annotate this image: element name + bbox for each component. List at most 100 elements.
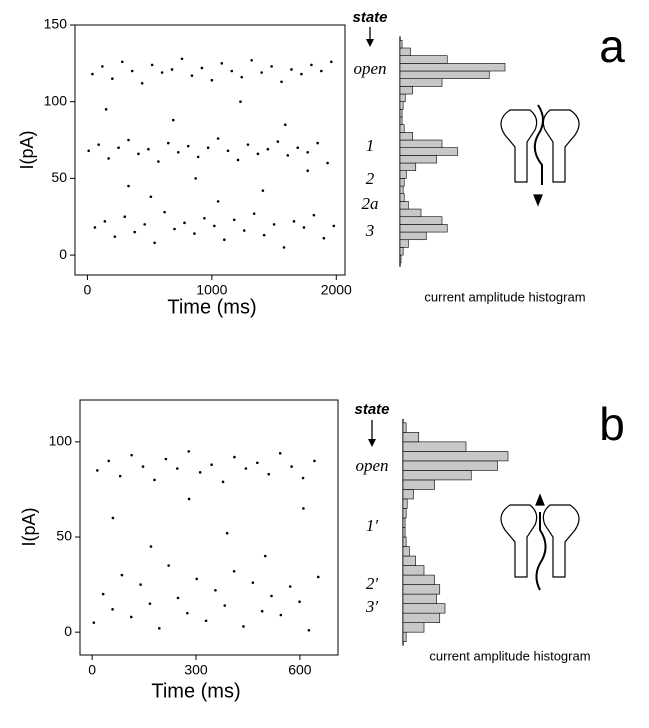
data-point — [87, 149, 90, 153]
data-point — [216, 137, 220, 140]
data-point — [206, 146, 210, 149]
histogram-bar — [399, 170, 407, 179]
histogram-bar — [399, 147, 459, 156]
x-tick-label: 300 — [184, 662, 208, 678]
histogram-bar — [399, 63, 506, 72]
state-label: 3 — [365, 221, 375, 240]
x-axis-label: Time (ms) — [151, 680, 240, 702]
data-point — [213, 224, 216, 228]
data-point — [279, 613, 283, 617]
state-label: 1′ — [366, 516, 379, 535]
data-point — [322, 236, 326, 240]
data-point — [242, 625, 245, 628]
x-tick-label: 0 — [84, 282, 92, 298]
data-point — [270, 594, 273, 598]
histogram-bar — [399, 254, 402, 264]
data-point — [196, 155, 200, 159]
data-point — [107, 459, 111, 463]
data-point — [306, 169, 309, 173]
data-point — [173, 227, 176, 231]
data-point — [186, 144, 190, 148]
data-point — [93, 226, 97, 229]
data-point — [256, 461, 259, 465]
data-point — [280, 80, 283, 84]
data-point — [103, 220, 107, 223]
data-point — [203, 216, 206, 220]
y-axis-label: I(pA) — [19, 507, 39, 546]
data-point — [326, 161, 329, 165]
data-point — [180, 57, 184, 61]
data-point — [139, 583, 142, 586]
data-point — [204, 619, 208, 623]
data-point — [123, 215, 127, 219]
y-tick-label: 0 — [64, 623, 72, 639]
data-point — [250, 58, 253, 62]
data-point — [91, 72, 94, 76]
x-tick-label: 600 — [288, 662, 312, 678]
histogram-bar — [402, 451, 509, 462]
data-point — [164, 457, 168, 461]
histogram-bar — [399, 239, 409, 248]
data-point — [260, 609, 264, 613]
histogram-bar — [402, 479, 435, 490]
data-point — [290, 465, 293, 468]
histogram-bar — [402, 527, 406, 538]
data-point — [262, 233, 266, 237]
data-point — [193, 232, 196, 235]
data-point — [183, 221, 186, 225]
y-tick-label: 100 — [44, 92, 68, 108]
data-point — [302, 226, 306, 229]
data-point — [101, 592, 105, 596]
data-point — [292, 220, 296, 223]
histogram-bar — [402, 441, 467, 452]
data-point — [170, 68, 174, 71]
histogram-bar — [399, 78, 443, 87]
histogram-bar — [402, 546, 410, 557]
histogram-caption: current amplitude histogram — [429, 648, 590, 663]
histogram-bar — [402, 536, 407, 547]
data-point — [313, 459, 316, 463]
data-point — [92, 621, 96, 624]
y-tick-label: 50 — [56, 528, 72, 544]
data-point — [111, 516, 115, 520]
histogram-bar — [399, 178, 405, 187]
data-point — [187, 450, 191, 453]
data-point — [104, 108, 108, 111]
data-point — [216, 200, 220, 203]
histogram-bar — [399, 224, 448, 233]
state-header: state — [352, 9, 387, 26]
data-point — [232, 218, 236, 222]
data-point — [120, 573, 124, 577]
data-point — [137, 152, 140, 156]
data-point — [263, 554, 267, 558]
x-tick-label: 1000 — [196, 282, 227, 298]
data-point — [101, 65, 104, 68]
data-point — [261, 189, 265, 192]
histogram-bar — [402, 631, 407, 642]
histogram-bar — [402, 565, 425, 576]
data-point — [158, 627, 161, 630]
data-point — [210, 463, 213, 467]
histogram-bar — [402, 460, 498, 471]
data-point — [214, 588, 217, 592]
data-point — [96, 469, 99, 472]
histogram-bar — [402, 593, 437, 604]
data-point — [163, 210, 166, 214]
histogram-caption: current amplitude histogram — [424, 289, 585, 304]
data-point — [232, 569, 236, 573]
histogram-bar — [399, 93, 406, 102]
data-point — [276, 140, 280, 143]
data-point — [157, 160, 160, 163]
pore-icon-b — [500, 493, 580, 591]
data-point — [244, 467, 248, 470]
data-point — [141, 465, 145, 468]
data-point — [330, 60, 333, 64]
histogram-bar — [399, 124, 405, 133]
data-point — [296, 146, 300, 149]
histogram-bar — [399, 55, 448, 64]
data-point — [239, 100, 242, 103]
data-point — [140, 81, 144, 85]
data-point — [301, 476, 305, 480]
data-point — [153, 241, 156, 245]
